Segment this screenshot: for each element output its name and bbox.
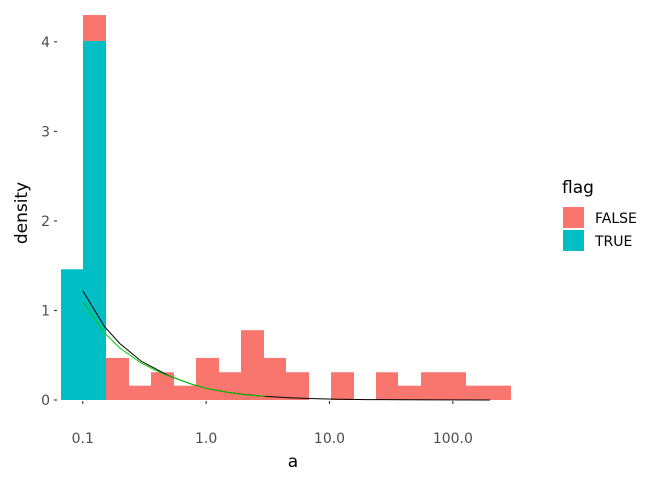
density-lines — [82, 290, 491, 401]
y-tick-label-4: 4 — [41, 35, 50, 51]
bar-true-1 — [83, 40, 106, 400]
bar-false-5 — [174, 385, 196, 400]
x-tick-label-3: 100.0 — [433, 431, 473, 447]
bar-false-8 — [241, 330, 264, 400]
bar-false-15 — [398, 385, 421, 400]
bar-false-19 — [489, 385, 511, 400]
y-axis: 0 1 2 3 4 — [41, 35, 57, 409]
y-tick-label-2: 2 — [41, 214, 50, 230]
legend-swatch-false — [563, 207, 584, 228]
x-axis: 0.1 1.0 10.0 100.0 — [72, 401, 473, 447]
x-axis-title: a — [288, 452, 298, 472]
bar-false-7 — [219, 372, 241, 400]
bar-false-6 — [196, 357, 219, 400]
bar-false-14 — [376, 372, 398, 400]
x-tick-label-0: 0.1 — [72, 431, 94, 447]
bar-false-4 — [151, 372, 174, 400]
legend-title: flag — [562, 178, 594, 198]
bar-false-2 — [106, 357, 129, 400]
y-tick-label-1: 1 — [41, 303, 50, 319]
density-line-1 — [82, 301, 266, 397]
y-tick-label-3: 3 — [41, 124, 50, 140]
legend-swatch-true — [563, 230, 584, 251]
bar-false-9 — [264, 357, 286, 400]
y-axis-title: density — [12, 182, 32, 244]
x-tick-label-2: 10.0 — [314, 431, 345, 447]
bar-false-17 — [444, 372, 466, 400]
bar-false-12 — [331, 372, 354, 400]
legend: flag FALSE TRUE — [562, 178, 637, 251]
legend-label-true: TRUE — [594, 234, 632, 250]
bar-false-10 — [286, 372, 309, 400]
bar-false-18 — [466, 385, 489, 400]
legend-label-false: FALSE — [595, 211, 637, 227]
y-tick-label-0: 0 — [41, 393, 50, 409]
x-tick-label-1: 1.0 — [195, 431, 217, 447]
bar-true-0 — [61, 269, 83, 400]
histogram-bars — [61, 15, 511, 400]
bar-false-1 — [83, 15, 106, 41]
legend-entries: FALSE TRUE — [563, 207, 637, 251]
bar-false-3 — [129, 385, 151, 400]
bar-false-16 — [421, 372, 444, 400]
